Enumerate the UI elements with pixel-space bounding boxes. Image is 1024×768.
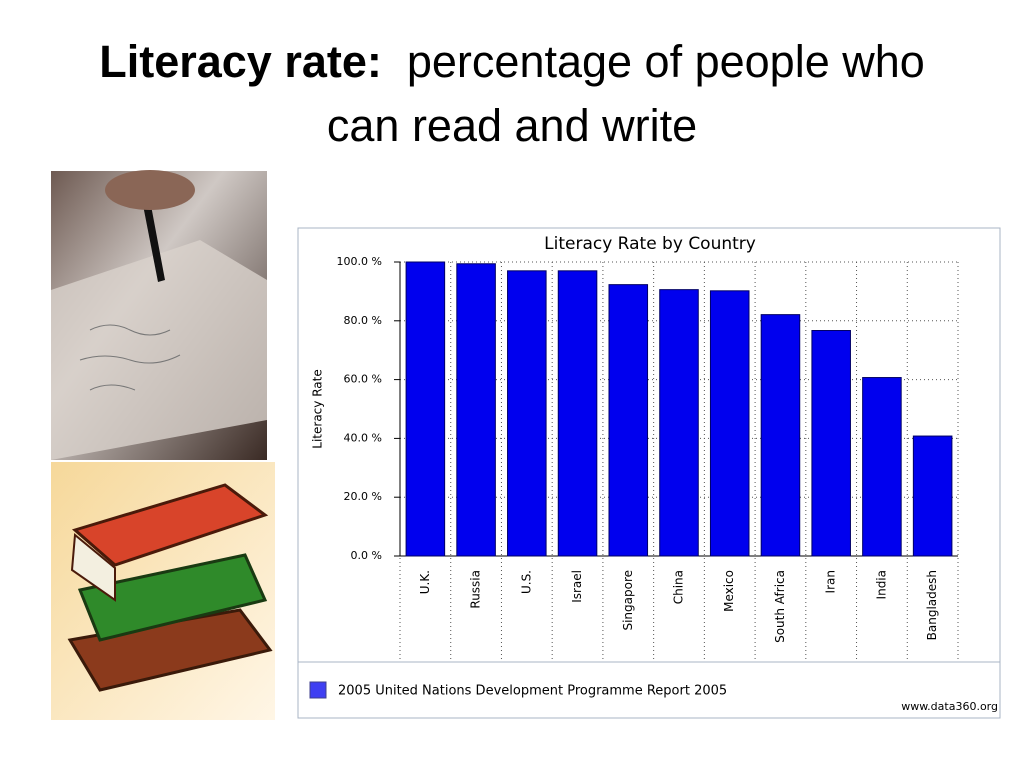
bar [405,261,446,557]
bar [709,290,750,557]
legend-label: 2005 United Nations Development Programm… [338,684,727,699]
source-note: www.data360.org [901,700,998,713]
legend-swatch [309,681,327,699]
bar [760,314,801,557]
x-tick-label: Mexico [722,570,736,612]
y-axis-label: Literacy Rate [311,369,325,448]
x-tick-label: Russia [469,570,483,609]
y-tick-label: 40.0 % [344,431,382,444]
bar [912,435,953,557]
books-image [51,462,275,720]
bar [811,330,851,557]
bar [456,263,496,557]
x-tick-label: Singapore [621,570,635,631]
slide-title: Literacy rate: percentage of people who … [82,30,942,158]
x-tick-label: Bangladesh [925,570,939,640]
pen-photo [51,170,267,460]
bar [608,284,649,557]
bar [862,377,902,557]
title-text: percentage of people who can read and wr… [326,36,925,151]
x-tick-label: Israel [570,570,584,603]
x-tick-label: U.K. [418,570,432,594]
x-tick-label: China [672,570,686,604]
y-tick-label: 100.0 % [337,255,382,268]
bar [507,270,547,557]
x-tick-label: India [874,570,888,599]
y-tick-label: 60.0 % [344,373,382,386]
x-tick-label: South Africa [773,570,787,643]
bar [659,289,699,557]
x-tick-label: Iran [824,570,838,593]
bar [557,270,598,557]
x-tick-label: U.S. [519,570,533,594]
chart-title: Literacy Rate by Country [544,234,756,254]
title-bold: Literacy rate: [99,36,382,87]
y-tick-label: 80.0 % [344,314,382,327]
y-tick-label: 20.0 % [344,490,382,503]
y-tick-label: 0.0 % [351,549,382,562]
